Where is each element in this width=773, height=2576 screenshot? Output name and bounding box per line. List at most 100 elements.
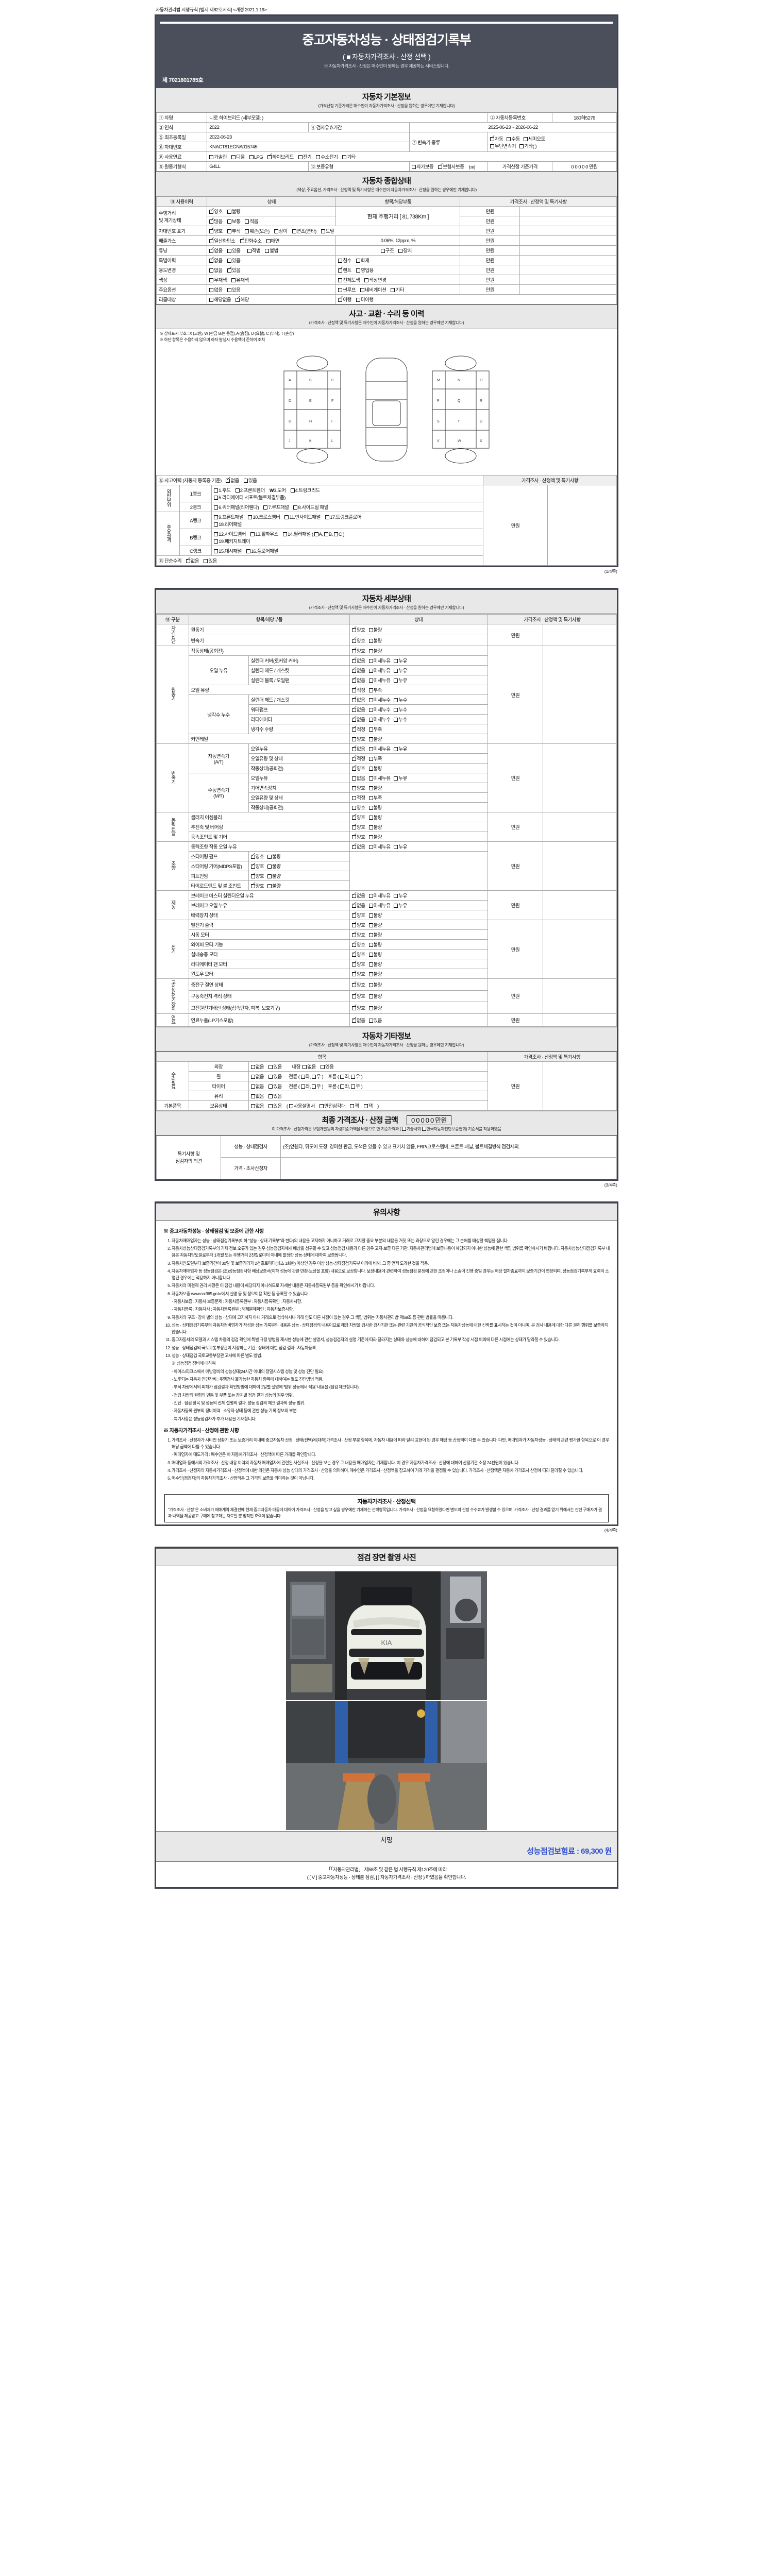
detail-3-2-option-0[interactable]: 양호 <box>352 833 365 840</box>
detail-4-2-option-0[interactable]: 양호 <box>250 862 264 870</box>
detail-2-2-option-0[interactable]: 양호 <box>352 765 365 772</box>
fuel-option-electric[interactable]: 전기 <box>298 153 312 160</box>
accident-q2-yes[interactable]: 있음 <box>204 557 217 564</box>
vin-option-different[interactable]: 상이 <box>274 227 288 234</box>
detail-6-2-option-1[interactable]: 불량 <box>368 941 382 948</box>
accident-q1-yes[interactable]: 있음 <box>243 477 257 484</box>
transmission-option-cvt[interactable]: 무단변속기 <box>490 142 516 149</box>
detail-5-1-option-0[interactable]: 없음 <box>352 902 365 909</box>
detail-2-5-option-0[interactable]: 적정 <box>352 794 365 801</box>
detail-2-2-option-1[interactable]: 불량 <box>368 765 382 772</box>
usechange-option-none[interactable]: 없음 <box>209 266 223 274</box>
emission-option-smoke[interactable]: 매연 <box>266 237 280 244</box>
tuning-detail-device[interactable]: 장치 <box>398 247 412 254</box>
remarks-appraiser-text[interactable] <box>280 1157 617 1179</box>
detail-2-3-option-0[interactable]: 없음 <box>352 774 365 782</box>
recall-option-applicable[interactable]: 해당 <box>236 296 249 303</box>
mainopt-detail-navigation[interactable]: 네비게이션 <box>360 286 386 293</box>
detail-2-4-option-0[interactable]: 양호 <box>352 784 365 791</box>
fuel-option-hydrogen[interactable]: 수소전기 <box>316 153 338 160</box>
detail-remark-4[interactable] <box>543 841 617 891</box>
checkbox-kaada[interactable] <box>422 1126 426 1131</box>
special-option-none[interactable]: 없음 <box>209 257 223 264</box>
detail-1-0-option-1[interactable]: 불량 <box>368 647 382 654</box>
mainopt-detail-other[interactable]: 기타 <box>391 286 404 293</box>
glass-yes[interactable]: 있음 <box>268 1092 282 1099</box>
detail-5-2-option-1[interactable]: 불량 <box>368 911 382 919</box>
detail-6-0-option-0[interactable]: 양호 <box>352 921 365 928</box>
warranty-option-insurer[interactable]: 보험사보증 <box>438 163 464 170</box>
color-detail-fullpaint[interactable]: 전체도색 <box>338 276 360 283</box>
detail-6-1-option-0[interactable]: 양호 <box>352 931 365 938</box>
detail-1-2-option-1[interactable]: 미세누유 <box>368 667 391 674</box>
usechange-detail-business[interactable]: 영업용 <box>356 266 374 274</box>
frame-item-front-panel[interactable]: 9.프론트패널 <box>214 513 244 520</box>
detail-remark-2[interactable] <box>543 743 617 812</box>
frame-item-side-member[interactable]: 12.사이드멤버 <box>214 530 246 537</box>
detail-0-1-option-1[interactable]: 불량 <box>368 637 382 644</box>
detail-2-1-option-0[interactable]: 적정 <box>352 755 365 762</box>
mileage-option-normal[interactable]: 보통 <box>227 217 241 225</box>
mainopt-option-none[interactable]: 없음 <box>209 286 223 293</box>
detail-2-0-option-2[interactable]: 누유 <box>394 745 407 752</box>
emission-option-co[interactable]: 일산화탄소 <box>209 237 236 244</box>
wheel-yes[interactable]: 있음 <box>268 1073 282 1080</box>
mileage-option-few[interactable]: 적음 <box>245 217 258 225</box>
detail-4-1-option-1[interactable]: 불량 <box>267 853 281 860</box>
detail-4-0-option-0[interactable]: 없음 <box>352 843 365 850</box>
detail-3-1-option-0[interactable]: 양호 <box>352 823 365 831</box>
detail-remark-3[interactable] <box>543 812 617 842</box>
detail-1-2-option-0[interactable]: 없음 <box>352 667 365 674</box>
glass-none[interactable]: 없음 <box>250 1092 264 1099</box>
special-option-yes[interactable]: 있음 <box>227 257 241 264</box>
detail-2-5-option-1[interactable]: 부족 <box>368 794 382 801</box>
detail-6-3-option-1[interactable]: 불량 <box>368 951 382 958</box>
panel-item-roof-panel[interactable]: 7.루프패널 <box>263 503 289 511</box>
detail-1-5-option-2[interactable]: 누수 <box>394 696 407 703</box>
detail-remark-8[interactable] <box>543 1013 617 1027</box>
fuel-option-other[interactable]: 기타 <box>342 153 356 160</box>
frame-item-pillar-panel[interactable]: 14.필러패널 ( A, B, C ) <box>283 530 345 537</box>
tire-yes[interactable]: 있음 <box>268 1082 282 1090</box>
detail-3-2-option-1[interactable]: 불량 <box>368 833 382 840</box>
detail-4-0-option-2[interactable]: 누유 <box>394 843 407 850</box>
frame-item-cross-member[interactable]: 10.크로스멤버 <box>248 513 280 520</box>
mainopt-detail-sunroof[interactable]: 썬루프 <box>338 286 356 293</box>
detail-1-8-option-1[interactable]: 부족 <box>368 725 382 733</box>
remark-cell[interactable] <box>519 206 617 216</box>
detail-2-6-option-1[interactable]: 불량 <box>368 804 382 811</box>
detail-1-8-option-0[interactable]: 적정 <box>352 725 365 733</box>
detail-5-0-option-2[interactable]: 누유 <box>394 892 407 899</box>
recall-detail-done[interactable]: 이행 <box>338 296 351 303</box>
color-option-achromatic[interactable]: 무채색 <box>209 276 227 283</box>
detail-7-0-option-0[interactable]: 양호 <box>352 981 365 988</box>
mileage-option-bad[interactable]: 불량 <box>227 208 241 215</box>
detail-8-0-option-0[interactable]: 없음 <box>352 1016 365 1024</box>
detail-6-4-option-1[interactable]: 불량 <box>368 960 382 968</box>
remark-cell[interactable] <box>519 284 617 295</box>
detail-7-2-option-0[interactable]: 양호 <box>352 1004 365 1011</box>
tuning-option-none[interactable]: 없음 <box>209 247 223 254</box>
tire-none[interactable]: 없음 <box>250 1082 264 1090</box>
checkbox-tech-society[interactable] <box>401 1126 406 1131</box>
detail-0-0-option-0[interactable]: 양호 <box>352 626 365 633</box>
frame-item-dash-panel[interactable]: 15.대시패널 <box>214 547 242 554</box>
detail-5-2-option-0[interactable]: 양호 <box>352 911 365 919</box>
detail-5-0-option-0[interactable]: 없음 <box>352 892 365 899</box>
transmission-option-auto[interactable]: 자동 <box>490 135 503 142</box>
remark-cell[interactable] <box>519 275 617 285</box>
basic-item-triangle[interactable]: 안전삼각대 <box>319 1102 346 1109</box>
wheel-none[interactable]: 없음 <box>250 1073 264 1080</box>
detail-1-6-option-0[interactable]: 없음 <box>352 706 365 713</box>
panel-item-front-fender[interactable]: 2.프론트휀더 <box>235 486 265 494</box>
detail-remark-7[interactable] <box>543 978 617 1014</box>
detail-1-4-option-0[interactable]: 적정 <box>352 686 365 693</box>
basic-items-none[interactable]: 없음 <box>250 1102 264 1109</box>
detail-4-0-option-1[interactable]: 미세누유 <box>368 843 391 850</box>
recall-detail-notdone[interactable]: 미이행 <box>356 296 374 303</box>
detail-0-1-option-0[interactable]: 양호 <box>352 637 365 644</box>
panel-item-door[interactable]: W3.도어 <box>269 488 286 494</box>
remark-cell[interactable] <box>519 226 617 236</box>
detail-2-0-option-1[interactable]: 미세누유 <box>368 745 391 752</box>
detail-2-1-option-1[interactable]: 부족 <box>368 755 382 762</box>
